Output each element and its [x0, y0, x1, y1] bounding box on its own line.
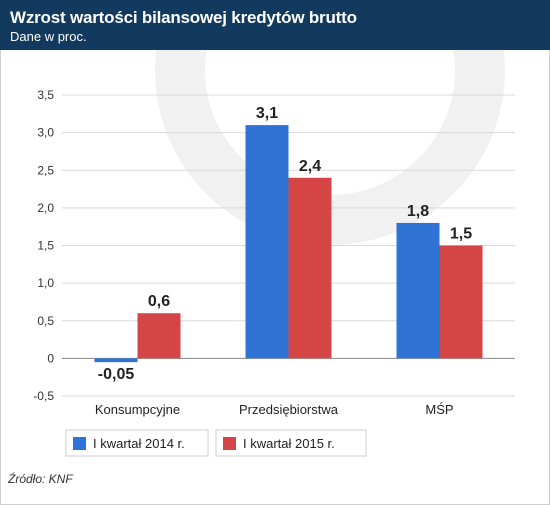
- bar-value-label: 1,8: [407, 203, 429, 220]
- y-tick-label: 0: [47, 351, 54, 365]
- y-tick-label: 1,0: [37, 276, 54, 290]
- chart-title: Wzrost wartości bilansowej kredytów brut…: [10, 8, 357, 27]
- y-tick-label: 2,0: [37, 201, 54, 215]
- legend-item: I kwartał 2015 r.: [215, 429, 367, 457]
- chart-subtitle: Dane w proc.: [10, 29, 87, 44]
- bar-value-label: -0,05: [98, 366, 135, 383]
- chart-header: Wzrost wartości bilansowej kredytów brut…: [0, 0, 550, 50]
- y-tick-label: 3,0: [37, 126, 54, 140]
- bar-value-label: 3,1: [256, 105, 278, 122]
- y-tick-label: 0,5: [37, 314, 54, 328]
- bar: [288, 177, 332, 359]
- bar: [439, 245, 483, 359]
- legend-swatch: [223, 437, 236, 450]
- legend-label: I kwartał 2015 r.: [243, 436, 335, 451]
- y-tick-label: 3,5: [37, 88, 54, 102]
- bar-value-label: 0,6: [148, 293, 170, 310]
- legend-label: I kwartał 2014 r.: [93, 436, 185, 451]
- x-tick-label: Konsumpcyjne: [95, 402, 180, 417]
- legend-box: [215, 429, 367, 457]
- legend-box: [65, 429, 209, 457]
- bar: [94, 358, 138, 363]
- x-tick-label: Przedsiębiorstwa: [239, 402, 339, 417]
- bar-value-label: 1,5: [450, 226, 472, 243]
- y-tick-label: 1,5: [37, 239, 54, 253]
- legend-item: I kwartał 2014 r.: [65, 429, 209, 457]
- legend-swatch: [73, 437, 86, 450]
- y-tick-label: -0,5: [33, 389, 54, 403]
- bar: [137, 313, 181, 359]
- x-tick-label: MŚP: [425, 402, 453, 417]
- bar: [396, 222, 440, 359]
- source-note: Źródło: KNF: [8, 472, 73, 486]
- bar-chart: -0,5 0 0,5 1,0 1,5 2,0 2,5 3,0 3,5 -0,05 0,6 3,1 2,…: [33, 50, 515, 457]
- bar: [245, 125, 289, 359]
- y-tick-label: 2,5: [37, 163, 54, 177]
- bar-value-label: 2,4: [299, 158, 321, 175]
